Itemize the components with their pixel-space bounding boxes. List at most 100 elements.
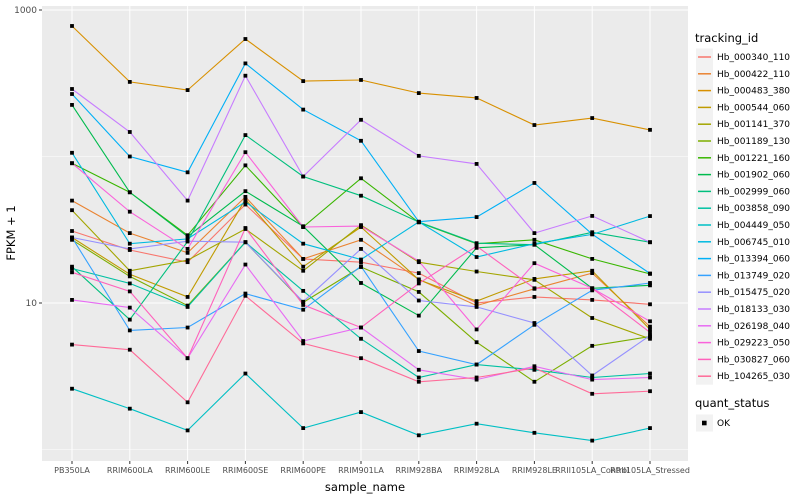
data-point <box>590 116 595 120</box>
data-point <box>243 189 248 194</box>
data-point <box>590 232 595 237</box>
data-point <box>185 325 190 330</box>
data-point <box>648 389 652 394</box>
legend-entry-label: Hb_004449_050 <box>717 221 790 231</box>
data-point <box>359 117 363 122</box>
data-point <box>127 347 132 352</box>
data-point <box>590 286 595 291</box>
data-point <box>70 161 74 166</box>
x-axis-title: sample_name <box>325 480 405 494</box>
data-point <box>590 343 595 348</box>
data-point <box>532 123 537 127</box>
data-point <box>301 174 306 179</box>
x-tick-label: RRII105LA_Control <box>555 466 629 475</box>
legend-entry-Hb_000544_060: Hb_000544_060 <box>696 98 790 116</box>
legend-entry-Hb_001189_130: Hb_001189_130 <box>696 132 790 150</box>
data-point <box>648 302 652 307</box>
data-point <box>301 299 306 304</box>
data-point <box>185 400 190 405</box>
legend-entry-Hb_018133_030: Hb_018133_030 <box>696 300 790 318</box>
data-point <box>648 336 652 341</box>
data-point <box>301 268 306 273</box>
data-point <box>243 371 248 376</box>
data-point <box>359 78 363 82</box>
data-point <box>301 225 306 229</box>
legend-entry-label: Hb_015475_020 <box>717 288 790 298</box>
data-point <box>243 61 248 66</box>
legend-entry-label: Hb_002999_060 <box>717 187 790 197</box>
data-point <box>416 290 421 294</box>
data-point <box>301 264 306 269</box>
data-point <box>359 176 363 181</box>
data-point <box>185 170 190 175</box>
data-point <box>590 316 595 320</box>
data-point <box>243 240 248 245</box>
data-point <box>474 96 479 100</box>
data-point <box>127 209 132 214</box>
legend-entry-label: Hb_000544_060 <box>717 103 790 113</box>
data-point <box>301 307 306 312</box>
data-point <box>185 234 190 239</box>
data-point <box>70 87 74 91</box>
legend-entry-Hb_006745_010: Hb_006745_010 <box>696 233 790 251</box>
data-point <box>127 130 132 134</box>
legend-entry-label: Hb_013394_060 <box>717 255 790 265</box>
legend-entry-Hb_002999_060: Hb_002999_060 <box>696 182 790 200</box>
x-tick-label: PB350LA <box>54 466 90 475</box>
data-point <box>301 288 306 293</box>
legend-entry-label: Hb_013749_020 <box>717 271 790 281</box>
data-point <box>590 297 595 302</box>
data-point <box>243 262 248 267</box>
data-point <box>474 375 479 380</box>
data-point <box>416 259 421 264</box>
data-point <box>185 88 190 92</box>
data-point <box>416 298 421 303</box>
data-point <box>416 219 421 224</box>
legend-entry-label: Hb_000483_380 <box>717 87 790 97</box>
data-point <box>474 255 479 259</box>
data-point <box>648 271 652 276</box>
data-point <box>70 92 74 96</box>
data-point <box>416 277 421 282</box>
data-point <box>243 73 248 78</box>
data-point <box>416 153 421 158</box>
data-point <box>70 208 74 213</box>
data-point <box>185 236 190 241</box>
x-tick-label: RRIM901LA <box>338 466 384 475</box>
data-point <box>127 190 132 195</box>
legend-entry-label: Hb_104265_030 <box>717 372 790 382</box>
data-point <box>127 305 132 310</box>
data-point <box>243 163 248 168</box>
data-point <box>243 293 248 298</box>
legend-entry-Hb_001902_060: Hb_001902_060 <box>696 166 790 184</box>
legend-entry-Hb_001221_160: Hb_001221_160 <box>696 149 790 167</box>
data-point <box>243 133 248 137</box>
legend: tracking_id Hb_000340_110 Hb_000422_110 Hb_… <box>695 31 790 432</box>
data-point <box>532 430 537 435</box>
legend-entry-Hb_000422_110: Hb_000422_110 <box>696 65 790 83</box>
data-point <box>474 269 479 274</box>
data-point <box>70 229 74 233</box>
data-point <box>416 433 421 438</box>
y-tick-label: 1000 <box>14 6 37 16</box>
data-point <box>359 410 363 415</box>
data-point <box>70 342 74 347</box>
x-tick-label: RRIM928LA <box>454 466 500 475</box>
plot-panel <box>42 6 688 461</box>
legend-entry-label: Hb_000422_110 <box>717 70 790 80</box>
data-point <box>416 281 421 286</box>
data-point <box>416 375 421 380</box>
data-point <box>532 181 537 185</box>
legend-entry-label: Hb_001189_130 <box>717 137 790 147</box>
data-point <box>590 288 595 293</box>
data-point <box>70 237 74 242</box>
data-point <box>590 373 595 378</box>
legend-entry-label: Hb_001141_370 <box>717 120 790 130</box>
data-point <box>301 339 306 343</box>
legend-entry-label: OK <box>717 419 731 429</box>
data-point <box>243 194 248 199</box>
data-point <box>185 428 190 433</box>
data-point <box>590 438 595 443</box>
